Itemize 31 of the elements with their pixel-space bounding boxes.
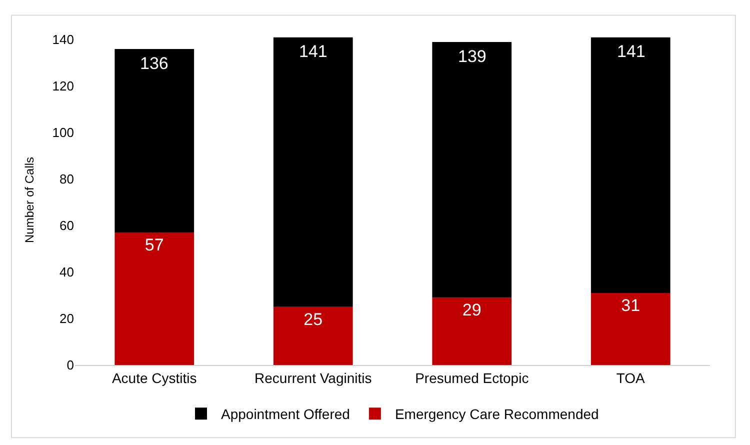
- bar: [590, 292, 670, 365]
- y-tick-label: 120: [52, 78, 74, 94]
- y-tick-label: 60: [60, 218, 74, 234]
- x-tick-label: Acute Cystitis: [112, 370, 197, 386]
- legend-label: Emergency Care Recommended: [394, 406, 599, 422]
- x-tick-label: TOA: [616, 370, 646, 386]
- bar: [590, 37, 670, 293]
- bar: [273, 306, 353, 365]
- bar: [273, 37, 353, 307]
- y-tick-label: 40: [60, 264, 74, 280]
- bar: [432, 42, 512, 298]
- y-tick-label: 140: [52, 32, 74, 48]
- y-axis-title: Number of Calls: [22, 156, 37, 244]
- data-label: 31: [621, 296, 640, 315]
- bar: [114, 232, 194, 365]
- data-label: 29: [462, 300, 482, 320]
- bar: [114, 48, 194, 233]
- total-label: 136: [140, 54, 168, 73]
- bar: [432, 298, 512, 365]
- y-tick-label: 0: [66, 358, 74, 373]
- data-label: 25: [304, 310, 323, 329]
- x-tick-label: Presumed Ectopic: [415, 370, 529, 386]
- y-tick-label: 20: [60, 311, 74, 326]
- total-label: 141: [299, 42, 328, 61]
- data-label: 57: [144, 236, 164, 255]
- total-label: 139: [458, 47, 486, 66]
- x-tick-label: Recurrent Vaginitis: [254, 370, 372, 386]
- y-tick-label: 80: [60, 172, 74, 187]
- y-tick-label: 100: [52, 125, 74, 140]
- total-label: 141: [617, 42, 646, 61]
- legend-label: Appointment Offered: [221, 406, 350, 422]
